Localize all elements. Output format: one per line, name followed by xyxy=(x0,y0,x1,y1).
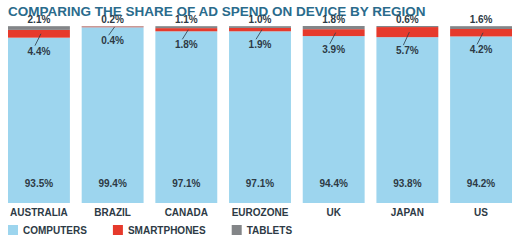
chart-container: COMPARING THE SHARE OF AD SPEND ON DEVIC… xyxy=(0,0,520,242)
bar-segment xyxy=(155,31,217,203)
data-label: 97.1% xyxy=(246,178,274,189)
category-label: BRAZIL xyxy=(94,207,131,218)
legend: COMPUTERS SMARTPHONES TABLETS xyxy=(8,225,292,236)
data-label: 4.2% xyxy=(470,44,493,55)
bar-segment xyxy=(229,26,291,28)
data-label: 94.4% xyxy=(320,178,348,189)
leader-line xyxy=(330,33,336,44)
leader-line xyxy=(256,30,262,40)
data-label: 97.1% xyxy=(172,178,200,189)
bar-segment xyxy=(303,29,365,36)
legend-label: SMARTPHONES xyxy=(128,225,206,236)
bar-segment xyxy=(450,26,512,29)
chart-svg: COMPARING THE SHARE OF AD SPEND ON DEVIC… xyxy=(0,0,520,242)
leader-line xyxy=(477,33,483,45)
data-label: 1.8% xyxy=(322,14,345,25)
legend-swatch xyxy=(113,225,123,235)
data-label: 2.1% xyxy=(28,14,51,25)
category-label: AUSTRALIA xyxy=(10,207,68,218)
data-label: 0.2% xyxy=(101,14,124,25)
legend-label: COMPUTERS xyxy=(23,225,87,236)
leader-line xyxy=(35,34,41,46)
bar-segment xyxy=(8,26,70,30)
data-label: 0.4% xyxy=(101,35,124,46)
data-labels: 93.5% 99.4% 97.1% 97.1% 94.4% 93.8% 94.2% 4.4% 0… xyxy=(25,14,496,189)
data-label: 1.8% xyxy=(175,39,198,50)
data-label: 1.9% xyxy=(249,39,272,50)
bar-segment xyxy=(82,26,144,28)
data-label: 5.7% xyxy=(396,45,419,56)
bar-segment xyxy=(8,38,70,203)
category-label: CANADA xyxy=(165,207,208,218)
category-label: US xyxy=(474,207,488,218)
x-tick: UK xyxy=(326,203,341,218)
category-label: EUROZONE xyxy=(232,207,289,218)
data-label: 1.0% xyxy=(249,14,272,25)
bar-segment xyxy=(303,36,365,203)
x-tick: JAPAN xyxy=(391,203,424,218)
data-label: 1.1% xyxy=(175,14,198,25)
bar-segment xyxy=(303,26,365,29)
data-label: 1.6% xyxy=(470,14,493,25)
x-tick: US xyxy=(474,203,488,218)
bar-segment xyxy=(8,30,70,38)
leader-line xyxy=(403,32,409,45)
x-tick: CANADA xyxy=(165,203,208,218)
data-label: 93.8% xyxy=(393,178,421,189)
legend-swatch xyxy=(232,225,242,235)
data-label: 99.4% xyxy=(98,178,126,189)
bar-segment xyxy=(376,37,438,203)
data-label: 94.2% xyxy=(467,178,495,189)
bar-segment xyxy=(155,28,217,31)
x-tick: EUROZONE xyxy=(232,203,289,218)
leader-line xyxy=(182,30,188,40)
leader-line xyxy=(109,27,115,35)
bar-segment xyxy=(155,26,217,28)
data-label: 3.9% xyxy=(322,44,345,55)
legend-label: TABLETS xyxy=(247,225,293,236)
bar-segment xyxy=(450,29,512,36)
x-tick: AUSTRALIA xyxy=(10,203,68,218)
category-label: UK xyxy=(326,207,341,218)
category-label: JAPAN xyxy=(391,207,424,218)
x-axis: AUSTRALIA BRAZIL CANADA EUROZONE UK JAPAN US xyxy=(10,203,488,218)
x-tick: BRAZIL xyxy=(94,203,131,218)
data-label: 0.6% xyxy=(396,14,419,25)
data-label: 4.4% xyxy=(28,46,51,57)
bar-segment xyxy=(450,36,512,203)
bars xyxy=(8,26,512,203)
bar-segment xyxy=(82,26,144,27)
bar-segment xyxy=(376,26,438,27)
bar-segment xyxy=(82,27,144,203)
chart-title: COMPARING THE SHARE OF AD SPEND ON DEVIC… xyxy=(8,4,426,19)
bar-segment xyxy=(229,31,291,203)
bar-segment xyxy=(229,28,291,31)
legend-swatch xyxy=(8,225,18,235)
data-label: 93.5% xyxy=(25,178,53,189)
